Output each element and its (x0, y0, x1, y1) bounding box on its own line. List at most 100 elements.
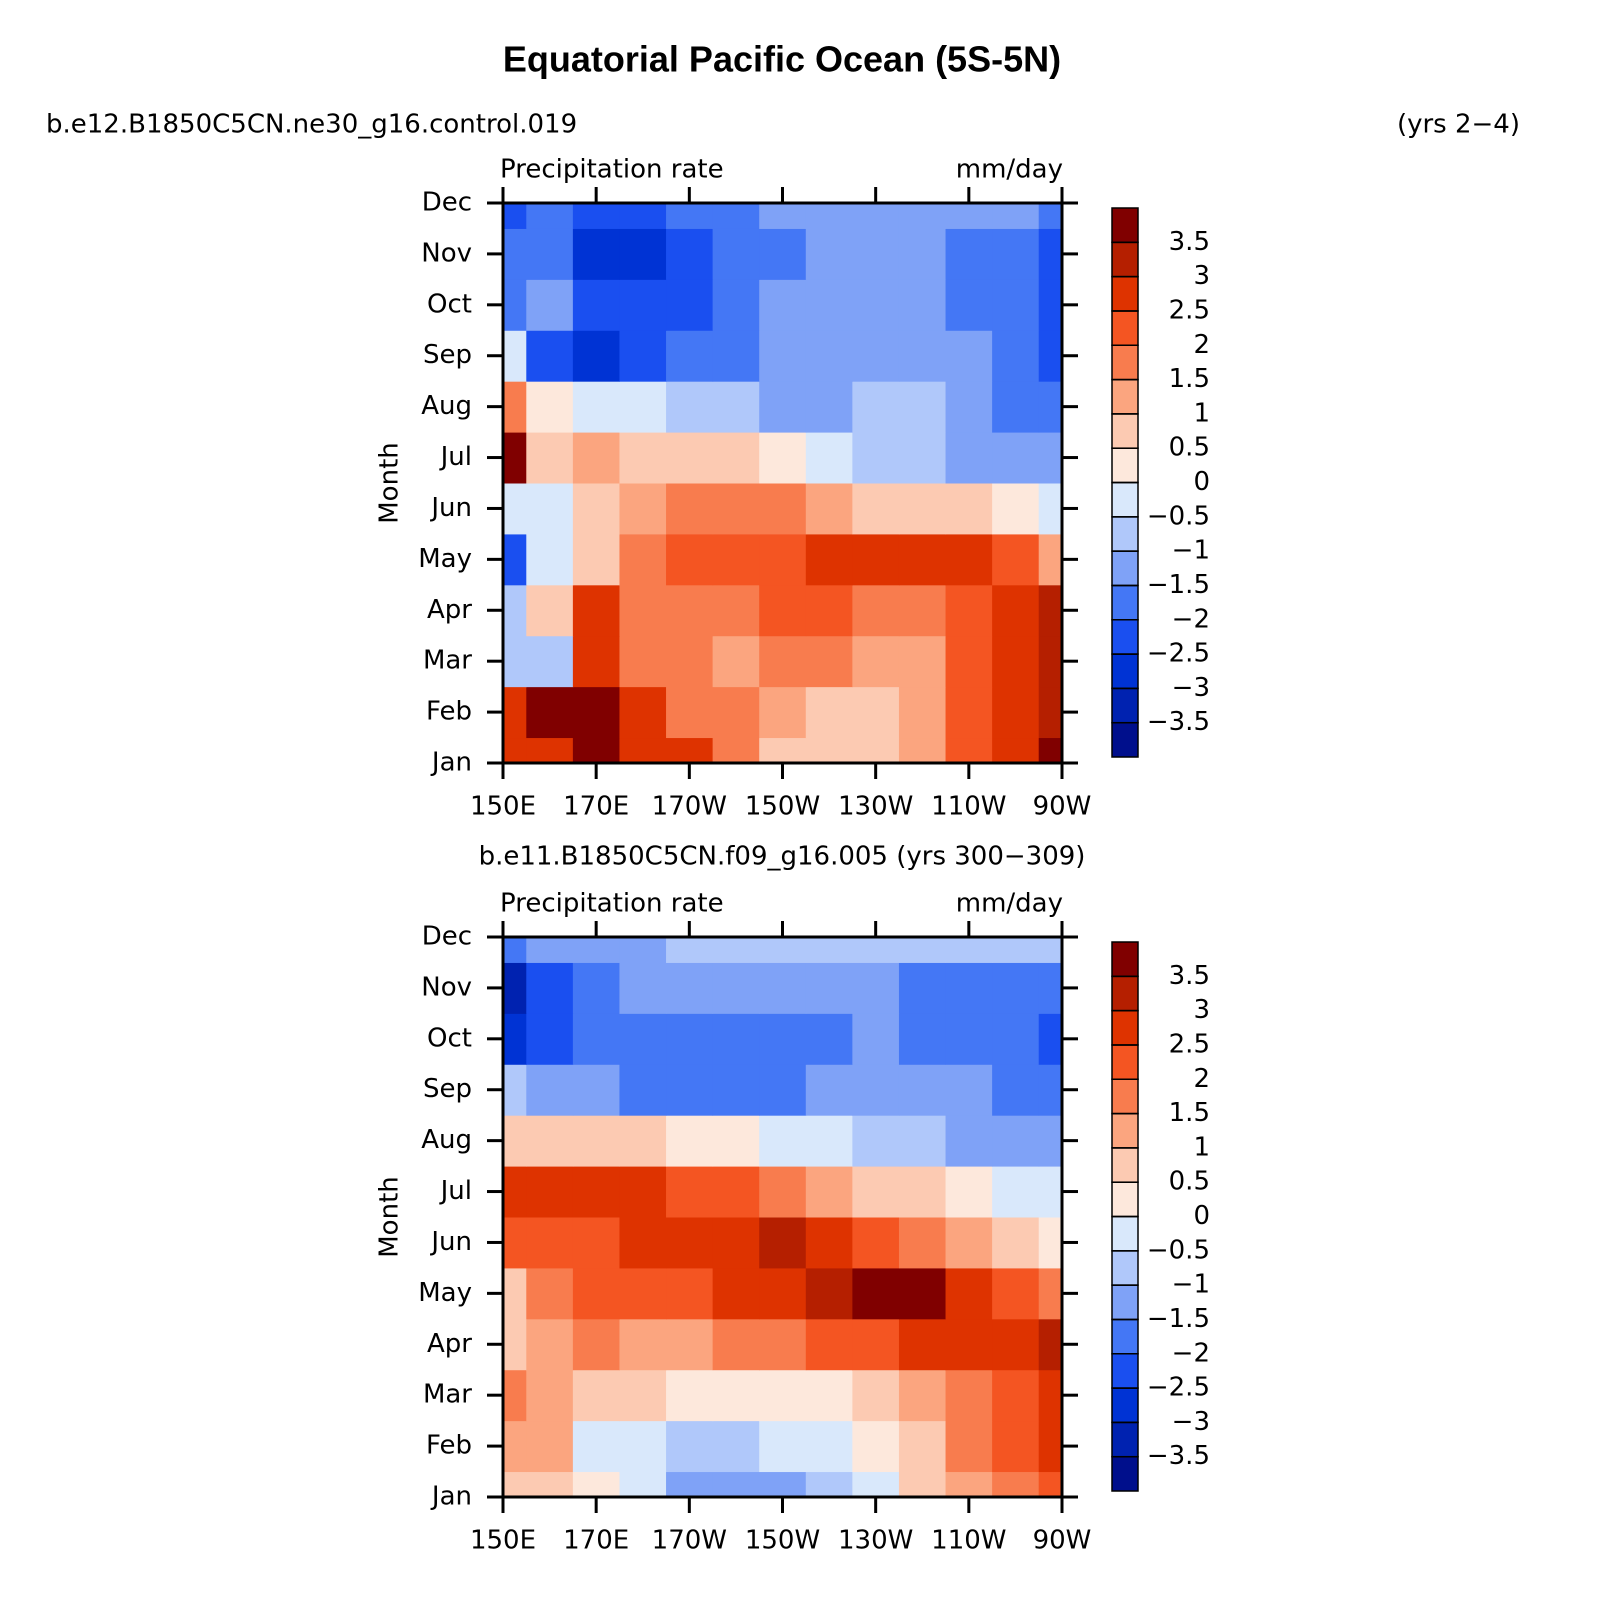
field-cell (526, 1166, 574, 1218)
field-cell (572, 432, 620, 484)
field-cell (992, 635, 1040, 688)
field-cell (945, 1166, 993, 1218)
field-cell (805, 1471, 853, 1497)
colorbar-box (1111, 1421, 1139, 1458)
field-cell (1038, 1471, 1062, 1497)
colorbar-box (1111, 1147, 1139, 1183)
field-cell (572, 1064, 620, 1116)
y-tick-label: Feb (426, 1431, 472, 1461)
field-cell (526, 584, 574, 637)
field-cell (526, 330, 574, 382)
field-cell (619, 381, 667, 433)
field-cell (572, 584, 620, 637)
field-cell (945, 279, 993, 331)
x-tick-label: 170W (652, 792, 727, 822)
colorbar-box (1111, 1250, 1139, 1286)
colorbar-box (1111, 1353, 1139, 1389)
field-cell (666, 1267, 714, 1320)
colorbar-box (1111, 1078, 1139, 1115)
field-cell (759, 737, 807, 763)
field-cell (898, 432, 947, 484)
colorbar-label: 0.5 (1169, 433, 1210, 463)
field-cell (503, 330, 527, 382)
field-cell (526, 1064, 574, 1116)
subtitle: b.e12.B1850C5CN.ne30_g16.control.019 (46, 110, 577, 140)
field-cell (992, 1267, 1040, 1320)
field-cell (1038, 937, 1062, 963)
field-cell (526, 1420, 574, 1473)
field-cell (712, 1420, 760, 1473)
field-cell (712, 203, 760, 229)
field-cell (805, 1217, 853, 1269)
field-cell (1038, 1064, 1062, 1116)
field-cell (666, 686, 714, 739)
field-cell (759, 1115, 807, 1167)
field-cell (852, 1064, 900, 1116)
field-cell (526, 1217, 574, 1269)
y-tick-label: Apr (427, 595, 472, 625)
colorbar-label: −0.5 (1147, 1235, 1210, 1265)
field-cell (666, 432, 714, 484)
x-tick-label: 170E (563, 792, 629, 822)
field-cell (759, 635, 807, 688)
field-cell (1038, 330, 1062, 382)
field-cell (503, 1217, 527, 1269)
field-cell (1038, 533, 1062, 586)
field-cell (666, 203, 714, 229)
field-cell (666, 1166, 714, 1218)
field-cell (572, 1267, 620, 1320)
field-cell (503, 1064, 527, 1116)
field-cell (1038, 228, 1062, 280)
field-cell (945, 1013, 993, 1065)
field-cell (526, 228, 574, 280)
field-cell (1038, 1369, 1062, 1422)
field-cell (992, 279, 1040, 331)
field-cell (666, 533, 714, 586)
field-cell (712, 1267, 760, 1320)
field-cell (898, 1013, 947, 1065)
field-cell (526, 279, 574, 331)
y-tick-label: Jul (439, 1176, 472, 1206)
field-cell (503, 1471, 527, 1497)
colorbar-label: 3 (1193, 995, 1210, 1025)
x-tick-label: 110W (931, 792, 1006, 822)
colorbar-box (1111, 378, 1139, 415)
field-cell (619, 533, 667, 586)
field-cell (572, 1115, 620, 1167)
field-cell (503, 203, 527, 229)
field-cell (898, 1420, 947, 1473)
field-label: Precipitation rate (500, 889, 724, 919)
field-cell (526, 635, 574, 688)
colorbar-box (1111, 1455, 1139, 1492)
y-tick-label: Feb (426, 697, 472, 727)
field-cell (619, 203, 667, 229)
field-cell (898, 279, 947, 331)
colorbar-label: 2 (1193, 330, 1210, 360)
x-tick-label: 130W (838, 792, 913, 822)
field-cell (619, 279, 667, 331)
field-cell (1038, 635, 1062, 688)
field-cell (945, 533, 993, 586)
field-cell (526, 962, 574, 1014)
colorbar-label: 2.5 (1169, 1029, 1210, 1059)
field-cell (572, 483, 620, 535)
colorbar-box (1111, 207, 1139, 244)
field-cell (759, 1420, 807, 1473)
field-cell (572, 381, 620, 433)
field-cell (572, 737, 620, 763)
field-cell (805, 483, 853, 535)
field-cell (992, 686, 1040, 739)
field-cell (992, 203, 1040, 229)
colorbar-box (1111, 721, 1139, 758)
field-cell (759, 203, 807, 229)
field-cell (852, 1166, 900, 1218)
field-cell (852, 1369, 900, 1422)
colorbar-box (1111, 975, 1139, 1012)
colorbar-label: 1 (1193, 1132, 1210, 1162)
field-cell (945, 635, 993, 688)
field-cell (992, 962, 1040, 1014)
y-tick-label: Aug (421, 391, 472, 421)
field-cell (852, 635, 900, 688)
field-cell (526, 686, 574, 739)
